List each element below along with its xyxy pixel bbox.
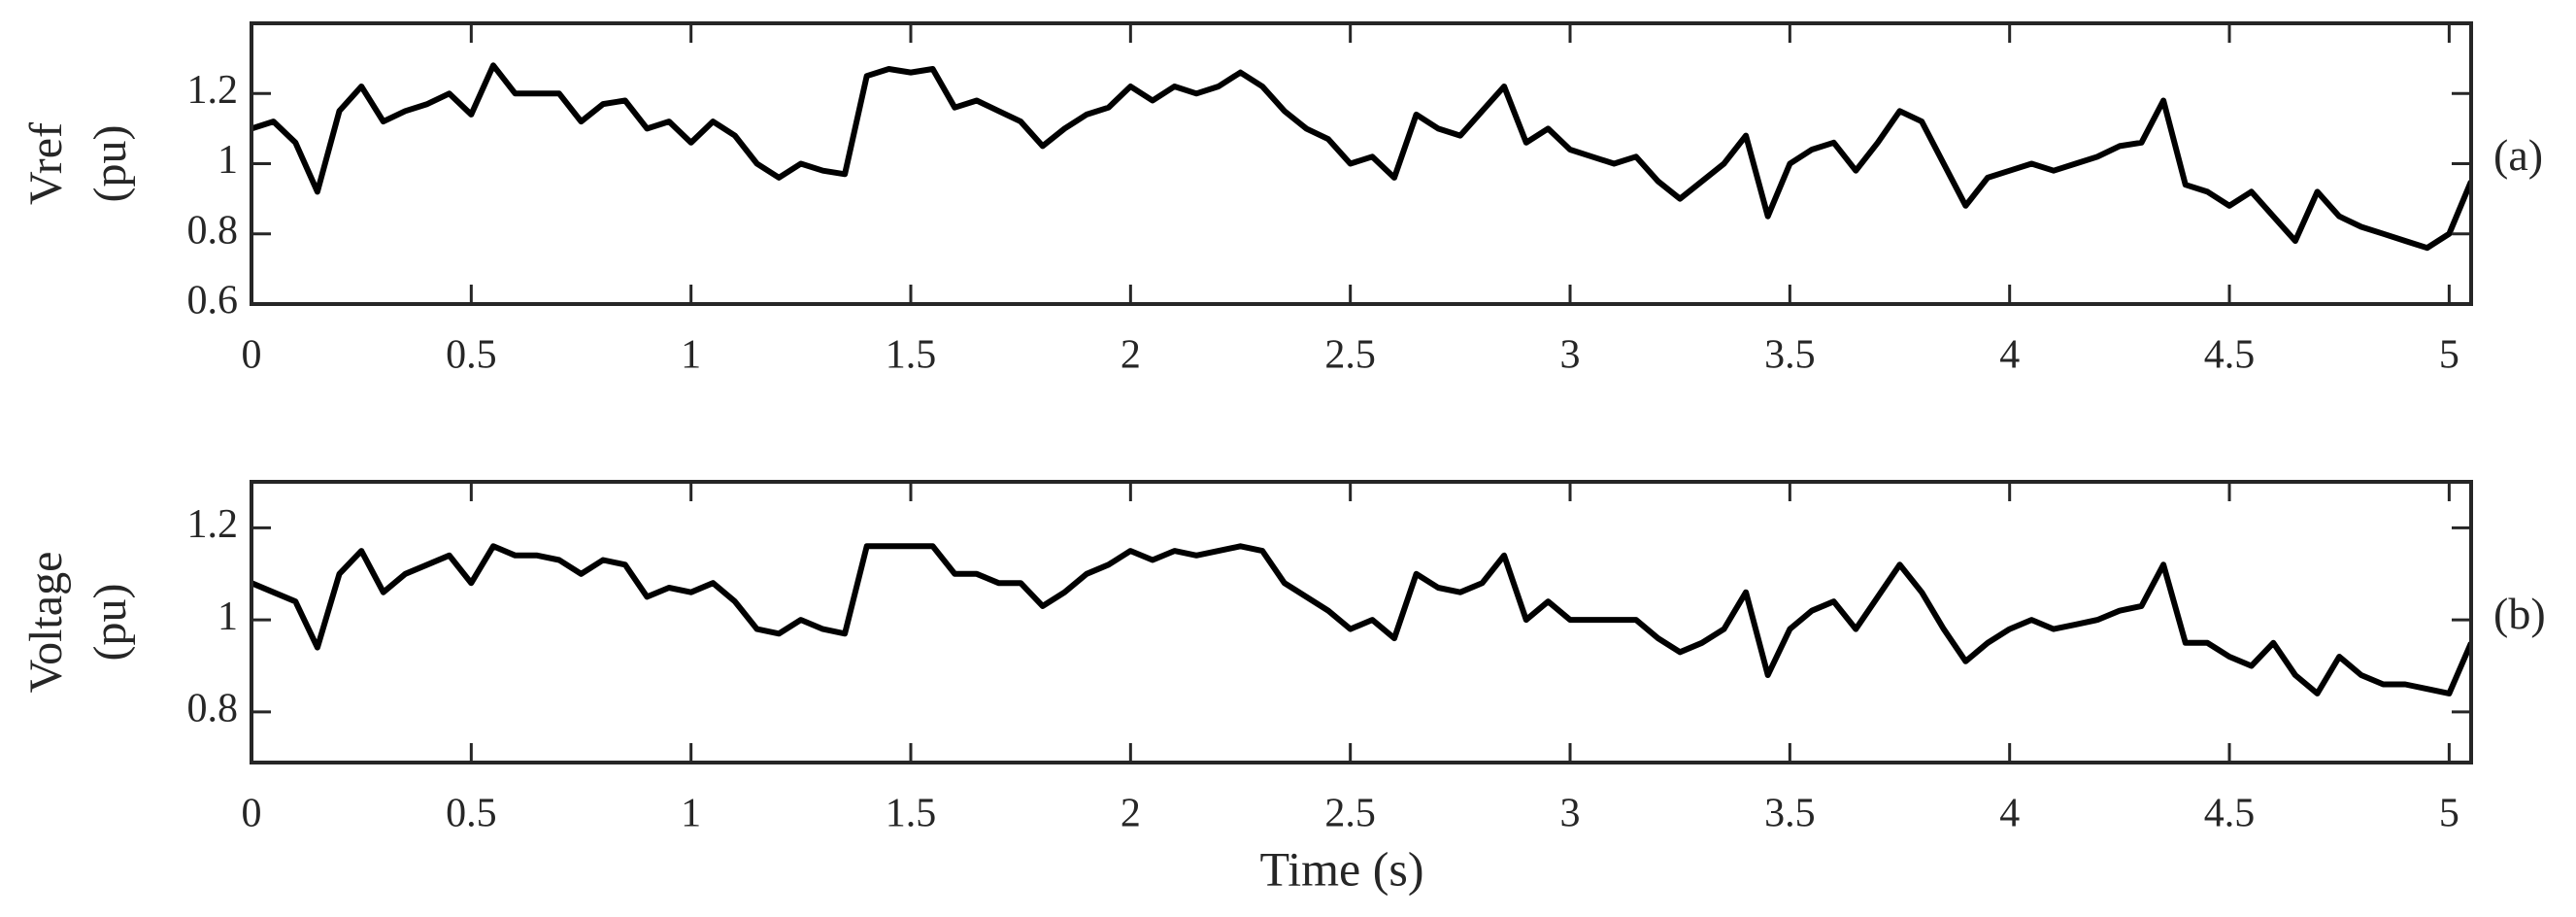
y-tick-label: 0.8 (187, 687, 239, 731)
x-tick-label: 5 (2439, 792, 2459, 836)
y-axis-label: (pu) (84, 125, 136, 203)
x-tick-label: 4 (1999, 792, 2020, 836)
data-layer (251, 62, 2471, 252)
x-tick-label: 1 (681, 333, 701, 378)
panel-label: (a) (2493, 130, 2543, 180)
y-axis-label: (pu) (84, 584, 136, 662)
x-tick-label: 3 (1560, 792, 1581, 836)
x-tick-label: 5 (2439, 333, 2459, 378)
y-axis-label: Voltage (20, 552, 72, 694)
axes-box (250, 480, 2473, 764)
x-tick-label: 2.5 (1324, 333, 1376, 378)
y-axis-label: Vref (20, 122, 72, 205)
plot-area: 0 0.5 1 1.5 2 2.5 3 3.5 4 4.5 5 0.6 0.8 1 1.2 Vref (pu) (… (20, 21, 2543, 378)
x-tick-label: 1 (681, 792, 701, 836)
x-tick-label: 3.5 (1764, 792, 1816, 836)
x-tick-label: 4.5 (2204, 333, 2256, 378)
x-tick-label: 2 (1121, 792, 1141, 836)
axes-box (250, 21, 2473, 306)
x-tick-label: 3.5 (1764, 333, 1816, 378)
y-tick-label: 1 (217, 138, 238, 183)
y-tick-label: 0.8 (187, 208, 239, 253)
x-tick-label: 0.5 (446, 333, 497, 378)
x-axis-label: Time (s) (1259, 841, 1423, 896)
data-line (251, 543, 2471, 696)
x-tick-label: 2.5 (1324, 792, 1376, 836)
y-tick-label: 1.2 (187, 68, 239, 113)
y-tick-label: 0.6 (187, 279, 239, 323)
x-tick-label: 4.5 (2204, 792, 2256, 836)
data-line (251, 62, 2471, 252)
x-tick-label: 4 (1999, 333, 2020, 378)
x-tick-label: 1.5 (886, 792, 937, 836)
panel-label: (b) (2493, 589, 2546, 638)
data-layer (251, 543, 2471, 696)
x-tick-label: 0.5 (446, 792, 497, 836)
x-tick-label: 0 (242, 792, 262, 836)
x-tick-label: 3 (1560, 333, 1581, 378)
x-tick-label: 2 (1121, 333, 1141, 378)
x-tick-label: 0 (242, 333, 262, 378)
x-tick-label: 1.5 (886, 333, 937, 378)
y-tick-label: 1 (217, 594, 238, 639)
y-tick-label: 1.2 (187, 502, 239, 547)
plot-area: 0 0.5 1 1.5 2 2.5 3 3.5 4 4.5 5 0.8 1 1.2 Voltage (pu) (… (20, 480, 2546, 896)
